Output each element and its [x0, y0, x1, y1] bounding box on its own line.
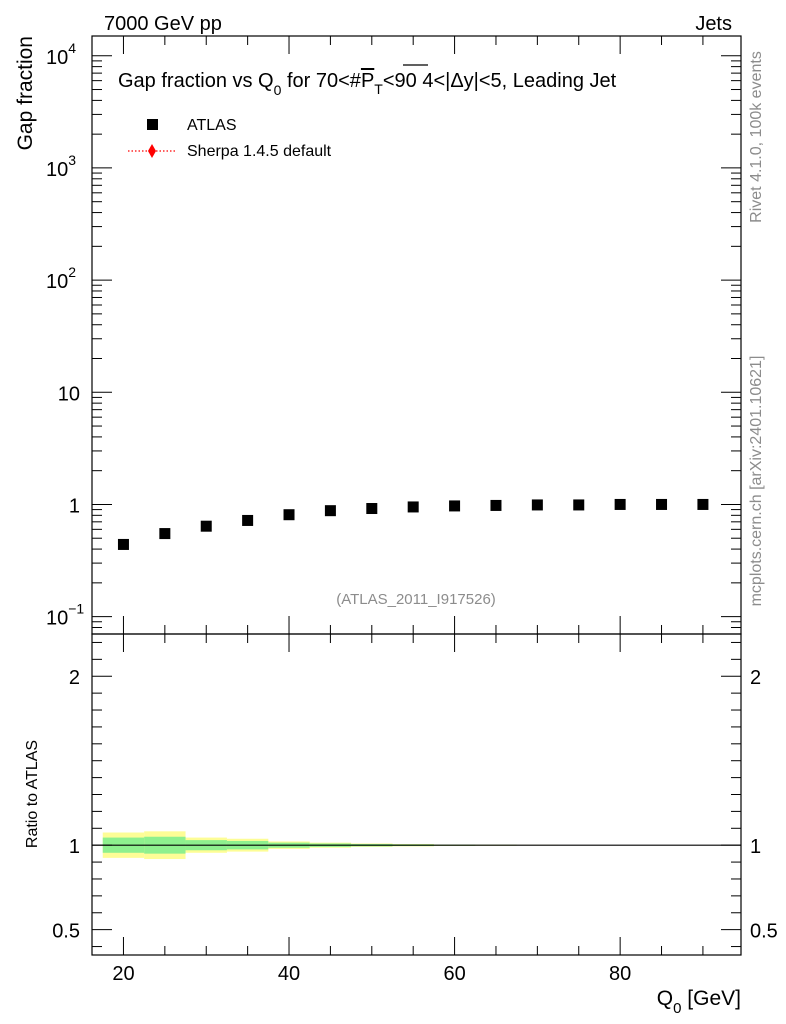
ratio-y-tick-label-right: 2 — [750, 667, 761, 689]
title-pre: Gap fraction vs Q — [118, 70, 274, 92]
atlas-point — [656, 498, 668, 510]
x-tick-label: 20 — [112, 963, 134, 985]
atlas-data-points — [117, 498, 709, 550]
atlas-point — [200, 520, 212, 532]
x-tick-label: 60 — [443, 963, 465, 985]
tick-base: 1 — [69, 495, 80, 517]
tick-base: 10 — [58, 383, 80, 405]
ratio-panel: 0.5 0.5 1 1 2 2 20 40 60 80 Ratio to ATLAS Q0 [Ge… — [24, 633, 778, 1017]
atlas-point — [324, 505, 336, 517]
ratio-tick-labels: 0.5 0.5 1 1 2 2 20 40 60 80 — [52, 667, 778, 985]
main-y-tick-label: 103 — [46, 152, 76, 181]
mcplots-label: mcplots.cern.ch [arXiv:2401.10621] — [748, 356, 765, 607]
tick-base: 10 — [46, 271, 68, 293]
atlas-point — [159, 528, 171, 540]
legend-atlas-label: ATLAS — [187, 117, 237, 134]
ratio-y-tick-label-right: 0.5 — [750, 921, 778, 943]
x-label-sub: 0 — [673, 1000, 681, 1017]
x-tick-label: 80 — [609, 963, 631, 985]
main-ticks — [92, 36, 741, 635]
main-y-tick-label: 1 — [69, 495, 80, 517]
main-y-tick-label: 10−1 — [46, 601, 84, 630]
x-label-post: [GeV] — [681, 987, 741, 1010]
atlas-point — [449, 500, 461, 512]
x-tick-label: 40 — [278, 963, 300, 985]
ratio-y-tick-label-right: 1 — [750, 836, 761, 858]
atlas-point — [407, 501, 419, 513]
analysis-watermark: (ATLAS_2011_I917526) — [336, 591, 496, 608]
main-y-tick-label: 102 — [46, 264, 76, 293]
legend-atlas-marker — [147, 119, 158, 130]
main-y-axis-label: Gap fraction — [14, 36, 37, 150]
tick-base: 10 — [46, 159, 68, 181]
title-over: P — [361, 70, 374, 92]
x-axis-label: Q0 [GeV] — [657, 987, 741, 1017]
atlas-point — [531, 499, 543, 511]
legend: ATLAS Sherpa 1.4.5 default — [128, 117, 332, 160]
tick-base: 10 — [46, 608, 68, 630]
x-label-pre: Q — [657, 987, 673, 1010]
process-label: Jets — [695, 13, 732, 35]
atlas-point — [697, 498, 709, 510]
main-y-tick-label: 104 — [46, 40, 76, 69]
ratio-frame — [91, 633, 742, 956]
atlas-point — [366, 503, 378, 515]
tick-exponent: 2 — [68, 264, 76, 280]
title-post: <90 4<|Δy|<5, Leading Jet — [383, 70, 617, 92]
ratio-ticks — [92, 634, 741, 955]
tick-base: 10 — [46, 47, 68, 69]
ratio-y-axis-label: Ratio to ATLAS — [24, 740, 41, 848]
energy-label: 7000 GeV pp — [104, 13, 222, 35]
title-mid: for 70<# — [281, 70, 361, 92]
atlas-point — [283, 509, 295, 521]
rivet-label: Rivet 4.1.0, 100k events — [748, 51, 765, 223]
ratio-y-tick-label-left: 2 — [69, 667, 80, 689]
legend-sherpa-label: Sherpa 1.4.5 default — [187, 143, 332, 160]
ratio-y-tick-label-left: 1 — [69, 836, 80, 858]
atlas-point — [117, 538, 129, 550]
atlas-point — [490, 499, 502, 511]
title-over-sub: T — [374, 81, 383, 97]
tick-exponent: −1 — [68, 601, 84, 617]
plot-title: Gap fraction vs Q0 for 70<#PT<90 4<|Δy|<… — [118, 70, 617, 98]
atlas-point — [242, 514, 254, 526]
atlas-point — [614, 498, 626, 510]
tick-exponent: 4 — [68, 40, 76, 56]
atlas-point — [573, 499, 585, 511]
tick-exponent: 3 — [68, 152, 76, 168]
title-sub: 0 — [274, 82, 282, 98]
ratio-y-tick-label-left: 0.5 — [52, 921, 80, 943]
main-y-tick-label: 10 — [58, 383, 80, 405]
legend-sherpa-marker — [148, 144, 156, 158]
